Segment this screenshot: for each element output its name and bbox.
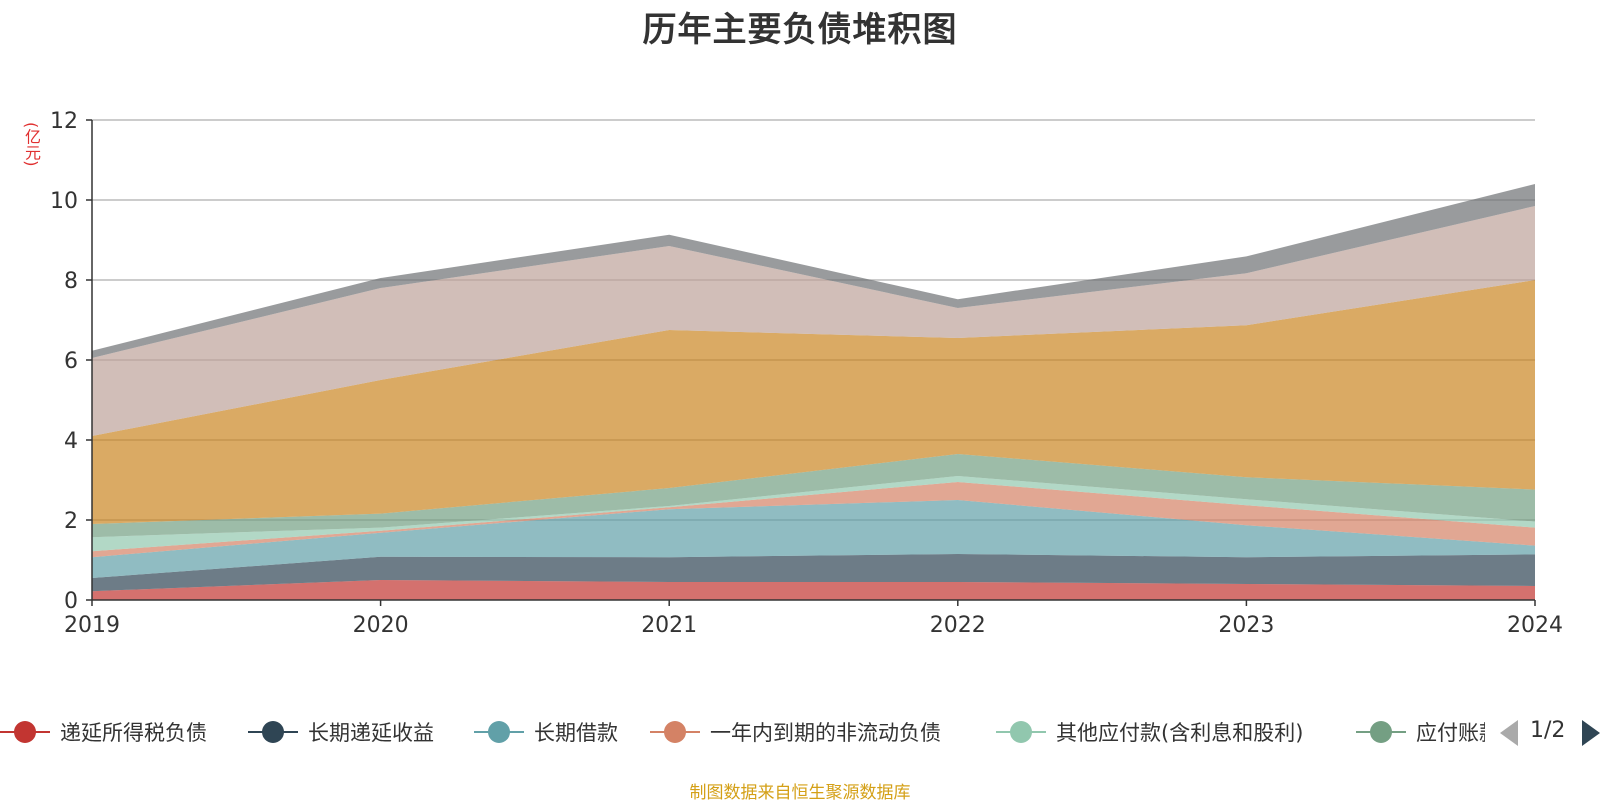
legend-page-indicator: 1/2: [1530, 718, 1566, 743]
y-tick-label: 0: [64, 589, 78, 614]
legend-label: 长期递延收益: [308, 721, 434, 745]
legend-item[interactable]: 长期递延收益: [248, 712, 434, 752]
legend-item[interactable]: 递延所得税负债: [0, 712, 207, 752]
area-series-2: [92, 554, 1535, 592]
legend-marker-icon: [996, 720, 1046, 744]
area-series-4: [92, 482, 1535, 558]
y-tick-label: 8: [64, 269, 78, 294]
y-axis-unit-label: (亿元): [22, 122, 41, 167]
x-tick-label: 2022: [930, 613, 986, 638]
legend-marker-icon: [0, 720, 50, 744]
legend-item[interactable]: 其他应付款(含利息和股利): [996, 712, 1303, 752]
legend-marker-icon: [1356, 720, 1406, 744]
legend-next-page-icon[interactable]: [1582, 720, 1600, 746]
stacked-area-chart: 0 2 4 6 8 10 12 2019 2020 2021 2022 2023 2024: [50, 109, 1563, 638]
legend-prev-page-icon[interactable]: [1500, 720, 1518, 746]
legend-item[interactable]: 长期借款: [474, 712, 618, 752]
source-note: 制图数据来自恒生聚源数据库: [689, 783, 911, 803]
legend-marker-icon: [650, 720, 700, 744]
y-tick-label: 10: [50, 189, 78, 214]
y-tick-label: 4: [64, 429, 78, 454]
area-series-3: [92, 500, 1535, 578]
y-tick-label: 6: [64, 349, 78, 374]
area-series-7: [92, 280, 1535, 524]
area-series-8: [92, 206, 1535, 436]
legend-item[interactable]: 一年内到期的非流动负债: [650, 712, 941, 752]
legend-item[interactable]: 应付账款: [1356, 712, 1485, 752]
legend-marker-icon: [474, 720, 524, 744]
x-tick-label: 2024: [1507, 613, 1563, 638]
legend-label: 递延所得税负债: [60, 721, 207, 745]
x-tick-label: 2023: [1218, 613, 1274, 638]
area-series-9: [92, 184, 1535, 358]
chart-title: 历年主要负债堆积图: [642, 10, 958, 50]
legend-label: 一年内到期的非流动负债: [710, 721, 941, 745]
x-tick-label: 2021: [641, 613, 697, 638]
tick-labels: 0 2 4 6 8 10 12 2019 2020 2021 2022 2023 2024: [50, 109, 1563, 638]
area-series-5: [92, 476, 1535, 552]
legend-label: 应付账款: [1416, 721, 1485, 745]
y-tick-label: 12: [50, 109, 78, 134]
x-tick-label: 2020: [353, 613, 409, 638]
x-tick-label: 2019: [64, 613, 120, 638]
legend: 递延所得税负债 长期递延收益 长期借款 一年内到期的非流动负债 其他应付款(含利息和股利…: [0, 712, 1485, 752]
area-series: [92, 184, 1535, 600]
y-tick-label: 2: [64, 509, 78, 534]
legend-label: 长期借款: [534, 721, 618, 745]
area-series-1: [92, 580, 1535, 600]
legend-marker-icon: [248, 720, 298, 744]
legend-label: 其他应付款(含利息和股利): [1056, 721, 1304, 745]
area-series-6: [92, 454, 1535, 538]
axes: [86, 119, 1536, 606]
legend-pager: 1/2: [1500, 718, 1600, 750]
